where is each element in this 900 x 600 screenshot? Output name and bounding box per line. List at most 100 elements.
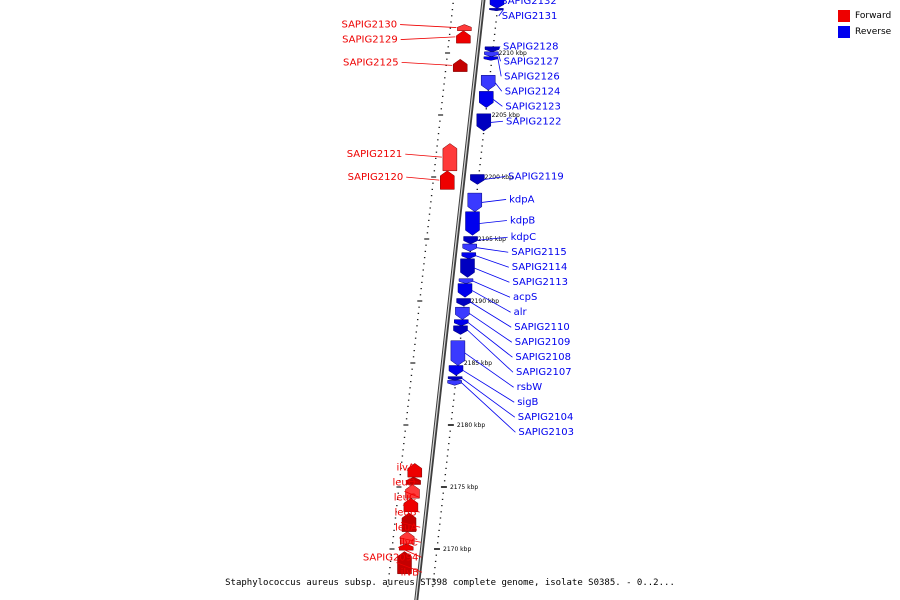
gene-arrow — [456, 30, 471, 44]
legend-label: Reverse — [855, 27, 892, 37]
minor-tick — [424, 238, 430, 240]
gene-label: SAPIG2126 — [504, 71, 560, 82]
gene-label: kdpA — [509, 194, 534, 205]
gene-label: ilvC — [399, 537, 417, 548]
gene-arrow — [405, 484, 420, 499]
minor-tick — [413, 350, 415, 352]
minor-tick — [398, 480, 401, 482]
gene-callout-line — [405, 480, 419, 483]
gene-label: SAPIG2107 — [516, 367, 572, 378]
minor-tick — [452, 2, 454, 4]
minor-tick — [448, 33, 451, 35]
minor-tick — [444, 474, 447, 476]
gene-arrow — [440, 170, 455, 190]
minor-tick — [403, 424, 409, 426]
minor-tick — [490, 64, 492, 66]
minor-tick — [420, 288, 422, 290]
minor-tick — [434, 164, 436, 166]
minor-tick — [414, 337, 417, 339]
minor-tick — [448, 443, 450, 445]
minor-tick — [438, 126, 440, 128]
gene-callout-line — [477, 236, 508, 241]
gene-arrow — [457, 24, 472, 31]
minor-tick — [396, 486, 402, 488]
gene-label: ilvB — [401, 567, 419, 578]
gene-arrow — [484, 51, 499, 57]
minor-tick — [415, 331, 418, 333]
ruler-tick-label: 2185 kbp — [464, 360, 492, 367]
gene-arrow — [454, 319, 469, 327]
gene-callout-line — [461, 382, 516, 433]
gene-callout-line — [490, 120, 504, 123]
minor-tick — [432, 579, 435, 581]
minor-tick — [422, 269, 424, 271]
minor-tick — [389, 548, 395, 550]
minor-tick — [407, 405, 409, 407]
gene-arrow — [450, 340, 466, 366]
gene-label: leuA — [395, 522, 417, 533]
gene-callout-line — [497, 58, 502, 77]
gene-label: SAPIG2130 — [342, 20, 398, 31]
minor-tick — [454, 387, 456, 389]
gene-callout-line — [469, 313, 513, 343]
gene-label: SAPIG2120 — [348, 172, 404, 183]
minor-tick — [441, 95, 444, 97]
minor-tick — [447, 449, 449, 451]
gene-callout-line — [400, 36, 456, 40]
gene-callout-line — [406, 176, 440, 181]
gene-arrow — [453, 325, 468, 335]
gene-callout-line — [468, 322, 513, 358]
gene-label: SAPIG2127 — [504, 56, 560, 67]
gene-arrow — [480, 75, 496, 91]
gene-arrow — [483, 56, 499, 61]
gene-arrow — [456, 298, 471, 307]
minor-tick — [469, 250, 472, 252]
reverse-swatch — [838, 26, 850, 38]
gene-callout-line — [476, 247, 509, 253]
gene-callout-line — [461, 378, 516, 418]
gene-label: leuC — [394, 492, 416, 503]
minor-tick — [389, 560, 392, 562]
gene-label: SAPIG2094 — [363, 552, 419, 563]
ruler-tick-label: 2205 kbp — [492, 112, 520, 119]
gene-label: SAPIG2128 — [503, 41, 559, 52]
minor-tick — [434, 560, 437, 562]
minor-tick — [423, 257, 426, 259]
minor-tick — [396, 505, 398, 507]
minor-tick — [482, 139, 484, 141]
minor-tick — [427, 226, 429, 228]
gene-arrow — [484, 46, 500, 53]
minor-tick — [438, 114, 444, 116]
gene-callout-line — [401, 62, 453, 66]
ruler-tick-label: 2195 kbp — [478, 236, 506, 243]
minor-tick — [441, 505, 443, 507]
gene-label: SAPIG2125 — [343, 57, 399, 68]
gene-callout-line — [406, 466, 418, 471]
gene-label: sigB — [517, 397, 538, 408]
minor-tick — [443, 83, 445, 85]
minor-tick — [416, 319, 419, 321]
minor-tick — [397, 492, 399, 494]
ruler-tick-label: 2210 kbp — [499, 50, 527, 57]
minor-tick — [450, 21, 452, 23]
minor-tick — [489, 71, 492, 73]
minor-tick — [452, 405, 454, 407]
minor-tick — [432, 182, 434, 184]
minor-tick — [440, 511, 442, 513]
gene-arrow — [397, 551, 412, 575]
minor-tick — [436, 542, 439, 544]
gene-arrow — [455, 306, 470, 320]
minor-tick — [432, 585, 434, 587]
minor-tick — [440, 108, 443, 110]
minor-tick — [436, 145, 438, 147]
gene-arrow — [463, 236, 478, 245]
minor-tick — [425, 244, 427, 246]
gene-label: SAPIG2114 — [512, 262, 568, 273]
gene-label: SAPIG2115 — [511, 247, 567, 258]
minor-tick — [437, 536, 440, 538]
minor-tick — [446, 461, 448, 463]
minor-tick — [417, 312, 420, 314]
gene-label: SAPIG2113 — [512, 277, 568, 288]
gene-arrow — [470, 174, 485, 185]
minor-tick — [431, 176, 437, 178]
